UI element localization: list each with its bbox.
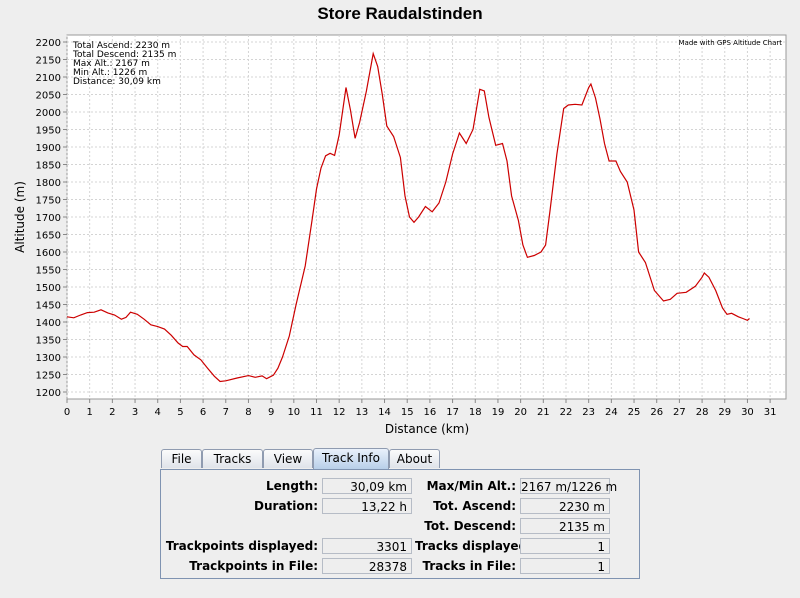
- stats-line: Max Alt.: 2167 m: [73, 59, 150, 69]
- x-tick-label: 8: [245, 407, 251, 418]
- duration-field: 13,22 h: [322, 498, 412, 514]
- y-tick-label: 1850: [36, 161, 61, 172]
- track-info-panel: Length: 30,09 km Duration: 13,22 h Track…: [160, 469, 640, 579]
- y-tick-label: 2200: [36, 38, 61, 49]
- stats-line: Total Ascend: 2230 m: [72, 41, 170, 51]
- tab-track-info[interactable]: Track Info: [313, 448, 389, 469]
- y-tick-label: 1350: [36, 336, 61, 347]
- y-tick-label: 2000: [36, 108, 61, 119]
- x-tick-label: 7: [223, 407, 229, 418]
- chart-title: Store Raudalstinden: [317, 4, 482, 23]
- y-tick-label: 2150: [36, 56, 61, 67]
- x-tick-label: 3: [132, 407, 138, 418]
- tot-ascend-label: Tot. Ascend:: [433, 499, 516, 513]
- x-tick-label: 16: [424, 407, 437, 418]
- altitude-line: [66, 51, 750, 383]
- y-tick-label: 1400: [36, 318, 61, 329]
- y-tick-label: 1250: [36, 371, 61, 382]
- trackpoints-displayed-label: Trackpoints displayed:: [165, 539, 318, 553]
- tab-view[interactable]: View: [263, 449, 313, 468]
- tot-descend-label: Tot. Descend:: [424, 519, 516, 533]
- plot-area: [66, 34, 787, 400]
- x-tick-label: 24: [605, 407, 618, 418]
- x-tick-label: 0: [64, 407, 70, 418]
- maxmin-alt-field: 2167 m/1226 m: [520, 478, 618, 494]
- altitude-chart: Store Raudalstinden 12001250130013501400…: [13, 4, 787, 436]
- x-tick-label: 26: [650, 407, 663, 418]
- stats-line: Min Alt.: 1226 m: [73, 68, 147, 78]
- tracks-displayed-label: Tracks displayed:: [415, 539, 532, 553]
- length-field: 30,09 km: [322, 478, 412, 494]
- x-tick-label: 13: [355, 407, 368, 418]
- x-tick-label: 14: [378, 407, 391, 418]
- y-axis-ticks: 1200 1250 1300 1350 1400 1450 1500 1550 1600 1650…: [36, 38, 67, 399]
- x-tick-label: 29: [718, 407, 731, 418]
- y-tick-label: 1500: [36, 283, 61, 294]
- x-tick-label: 30: [741, 407, 754, 418]
- y-tick-label: 1800: [36, 178, 61, 189]
- y-tick-label: 1650: [36, 231, 61, 242]
- x-tick-label: 21: [537, 407, 550, 418]
- tot-ascend-field: 2230 m: [520, 498, 610, 514]
- tracks-in-file-field: 1: [520, 558, 610, 574]
- tab-file[interactable]: File: [161, 449, 202, 468]
- x-tick-label: 25: [628, 407, 641, 418]
- tab-about[interactable]: About: [389, 449, 440, 468]
- x-tick-label: 20: [514, 407, 527, 418]
- y-tick-label: 1750: [36, 196, 61, 207]
- x-tick-label: 9: [268, 407, 274, 418]
- x-tick-label: 31: [764, 407, 777, 418]
- grid-lines: [66, 35, 786, 399]
- x-tick-label: 28: [696, 407, 709, 418]
- y-tick-label: 2050: [36, 91, 61, 102]
- y-tick-label: 1300: [36, 353, 61, 364]
- y-tick-label: 2100: [36, 73, 61, 84]
- x-tick-label: 17: [446, 407, 459, 418]
- x-tick-label: 10: [287, 407, 300, 418]
- x-tick-label: 22: [560, 407, 573, 418]
- x-tick-label: 23: [582, 407, 595, 418]
- y-tick-label: 1700: [36, 213, 61, 224]
- y-tick-label: 1200: [36, 388, 61, 399]
- trackpoints-displayed-field: 3301: [322, 538, 412, 554]
- x-tick-label: 11: [310, 407, 323, 418]
- y-axis-label: Altitude (m): [13, 181, 27, 253]
- x-axis-label: Distance (km): [385, 422, 469, 436]
- tab-tracks[interactable]: Tracks: [202, 449, 263, 468]
- x-tick-label: 5: [177, 407, 183, 418]
- x-tick-label: 19: [492, 407, 505, 418]
- x-tick-label: 2: [109, 407, 115, 418]
- y-tick-label: 1900: [36, 143, 61, 154]
- x-tick-label: 27: [673, 407, 686, 418]
- x-tick-label: 6: [200, 407, 206, 418]
- x-tick-label: 15: [401, 407, 414, 418]
- x-tick-label: 12: [333, 407, 346, 418]
- tracks-displayed-field: 1: [520, 538, 610, 554]
- credit-text: Made with GPS Altitude Chart: [678, 39, 782, 47]
- x-axis-ticks: 0 1 2 3 4 5 6 7 8 9 10 11 12 13 14 15 16 17 18 19 20 21 22 23 24…: [64, 399, 777, 418]
- y-tick-label: 1550: [36, 266, 61, 277]
- trackpoints-in-file-field: 28378: [322, 558, 412, 574]
- x-tick-label: 1: [86, 407, 92, 418]
- y-tick-label: 1950: [36, 126, 61, 137]
- y-tick-label: 1600: [36, 248, 61, 259]
- stats-line: Distance: 30,09 km: [73, 77, 161, 87]
- maxmin-alt-label: Max/Min Alt.:: [426, 479, 516, 493]
- tracks-in-file-label: Tracks in File:: [422, 559, 517, 573]
- tot-descend-field: 2135 m: [520, 518, 610, 534]
- x-tick-label: 18: [469, 407, 482, 418]
- x-tick-label: 4: [155, 407, 161, 418]
- duration-label: Duration:: [254, 499, 318, 513]
- stats-line: Total Descend: 2135 m: [72, 50, 176, 60]
- trackpoints-in-file-label: Trackpoints in File:: [189, 559, 318, 573]
- length-label: Length:: [266, 479, 318, 493]
- y-tick-label: 1450: [36, 301, 61, 312]
